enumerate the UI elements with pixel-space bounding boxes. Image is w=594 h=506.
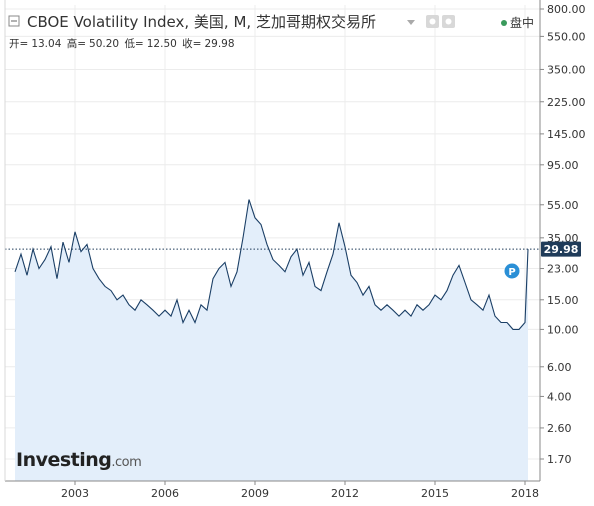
high-value: 50.20 (89, 38, 119, 50)
x-tick-label: 2018 (511, 487, 539, 500)
y-tick-label: 55.00 (547, 199, 579, 212)
y-tick-label: 1.70 (547, 453, 572, 466)
x-axis: 2003 2006 2009 2012 2015 2018 (61, 481, 539, 500)
collapse-button[interactable] (8, 15, 20, 27)
series-line (14, 199, 529, 330)
x-tick-label: 2009 (241, 487, 269, 500)
y-tick-label: 350.00 (547, 63, 586, 76)
settings-buttons[interactable] (426, 15, 455, 28)
market-status: 盘中 (510, 15, 534, 30)
chart-title: CBOE Volatility Index, 美国, M, 芝加哥期权交易所 (27, 13, 376, 31)
series-area (15, 199, 528, 481)
close-label: 收= (182, 37, 201, 50)
low-value: 12.50 (147, 38, 177, 50)
y-tick-label: 10.00 (547, 323, 579, 336)
y-tick-label: 15.00 (547, 294, 579, 307)
y-tick-label: 35.00 (547, 232, 579, 245)
caret-down-icon[interactable] (407, 20, 415, 25)
svg-text:29.98: 29.98 (544, 243, 579, 256)
status-dot (501, 20, 507, 26)
title-dropdown[interactable] (407, 20, 415, 25)
low-label: 低= (124, 37, 143, 50)
open-label: 开= (9, 38, 28, 50)
y-tick-label: 550.00 (547, 30, 586, 43)
y-tick-label: 2.60 (547, 422, 572, 435)
x-tick-label: 2015 (421, 487, 449, 500)
plot-frame (4, 0, 541, 482)
x-tick-label: 2012 (331, 487, 359, 500)
last-price-badge: 29.98 (541, 241, 581, 257)
x-tick-label: 2003 (61, 487, 89, 500)
ohlc-readout: 开= 13.04 高= 50.20 低= 12.50 收= 29.98 (9, 37, 235, 50)
watermark-logo: Investing.com (16, 449, 141, 471)
close-value: 29.98 (204, 38, 234, 50)
y-tick-label: 4.00 (547, 390, 572, 403)
y-tick-label: 225.00 (547, 96, 586, 109)
y-axis: 800.00 550.00 350.00 225.00 145.00 95.00 55.00… (540, 3, 586, 466)
y-tick-label: 145.00 (547, 128, 586, 141)
event-marker[interactable]: P (504, 263, 520, 279)
y-tick-label: 95.00 (547, 159, 579, 172)
svg-text:P: P (508, 267, 515, 278)
y-tick-label: 800.00 (547, 3, 586, 16)
high-label: 高= (67, 37, 86, 50)
y-tick-label: 23.00 (547, 263, 579, 276)
y-tick-label: 6.00 (547, 361, 572, 374)
x-tick-label: 2006 (151, 487, 179, 500)
open-value: 13.04 (31, 38, 61, 50)
